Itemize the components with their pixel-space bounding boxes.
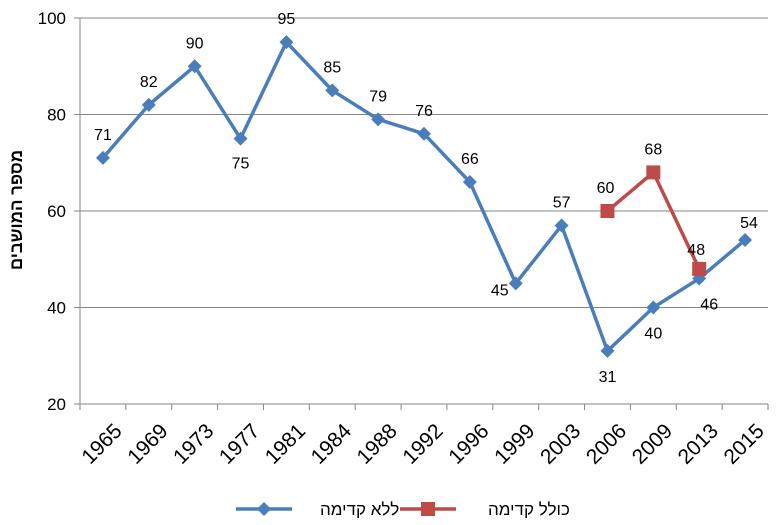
data-label: 85 [323, 59, 341, 76]
x-tick-label: 2003 [536, 419, 585, 468]
axes [74, 17, 769, 410]
data-point [600, 343, 615, 358]
y-tick-label: 80 [47, 106, 66, 125]
x-tick-label: 1999 [490, 419, 539, 468]
x-tick-label: 1992 [398, 419, 447, 468]
data-point [738, 232, 753, 247]
data-label: 54 [740, 215, 758, 232]
data-label: 40 [644, 326, 662, 343]
data-point [600, 204, 615, 218]
x-tick-label: 2009 [628, 419, 677, 468]
y-tick-labels: 20 40 60 80 100 [38, 9, 66, 414]
legend-marker [257, 502, 271, 516]
x-tick-label: 2013 [674, 419, 723, 468]
legend-label-2: כולל קדימה [488, 500, 570, 519]
data-label: 46 [700, 297, 718, 314]
data-label: 90 [186, 35, 204, 52]
data-label: 95 [278, 11, 296, 28]
x-tick-label: 2006 [582, 419, 631, 468]
x-tick-label: 1977 [215, 419, 264, 468]
data-point [233, 131, 248, 146]
data-label: 76 [415, 103, 433, 120]
data-label: 82 [140, 74, 158, 91]
data-point [462, 175, 477, 190]
data-point [417, 126, 431, 141]
x-tick-label: 2015 [719, 419, 768, 468]
data-point [646, 300, 661, 315]
x-tick-label: 1969 [123, 419, 172, 468]
data-point [325, 83, 340, 98]
x-tick-label: 1973 [169, 419, 218, 468]
data-point [141, 97, 156, 112]
y-tick-label: 60 [47, 202, 66, 221]
data-label: 79 [369, 88, 387, 105]
x-tick-label: 1981 [261, 419, 310, 468]
legend-label-1: ללא קדימה [320, 500, 399, 519]
data-label: 57 [553, 194, 571, 211]
x-tick-label: 1988 [353, 419, 402, 468]
legend: ללא קדימה כולל קדימה [236, 500, 570, 519]
x-tick-label: 1984 [307, 419, 357, 469]
data-label: 75 [232, 156, 250, 173]
x-tick-label: 1965 [77, 419, 126, 468]
gridlines [80, 17, 768, 308]
legend-marker [421, 502, 435, 516]
y-tick-label: 100 [38, 9, 66, 28]
x-tick-labels: 1965196919731977198119841988199219961999… [77, 419, 768, 469]
data-label: 68 [644, 141, 662, 158]
y-tick-label: 20 [47, 395, 66, 414]
data-label: 71 [94, 127, 112, 144]
series-line-1 [101, 40, 747, 353]
y-axis-title: מספר המושבים [7, 150, 26, 270]
data-point [646, 165, 661, 180]
data-point [554, 218, 569, 233]
series-line-2 [606, 170, 701, 270]
data-label: 48 [687, 242, 705, 259]
y-tick-label: 40 [47, 299, 66, 318]
data-label: 60 [597, 180, 615, 197]
data-point [371, 112, 386, 127]
data-labels: 71 82 90 75 95 85 79 76 66 45 57 31 40 46 54 60 68 48 [94, 11, 758, 386]
series [95, 35, 753, 358]
data-label: 45 [491, 282, 509, 299]
data-point [187, 59, 202, 74]
data-point [95, 150, 110, 165]
data-label: 66 [461, 151, 479, 168]
x-tick-label: 1996 [444, 419, 493, 468]
data-point [692, 261, 707, 276]
data-label: 31 [599, 369, 617, 386]
data-point [279, 35, 294, 50]
data-point [508, 276, 523, 291]
